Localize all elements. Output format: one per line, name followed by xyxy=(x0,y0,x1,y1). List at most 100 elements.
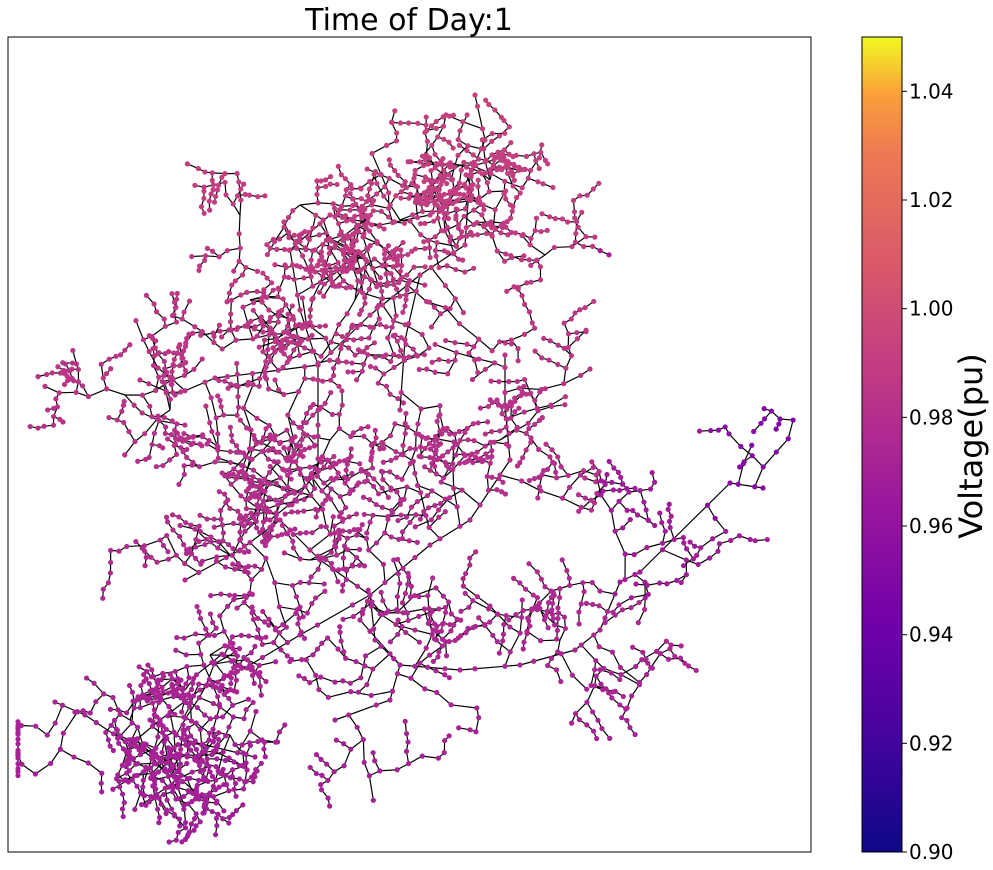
network-node xyxy=(402,590,409,597)
network-node xyxy=(404,272,410,278)
network-node xyxy=(437,403,443,409)
network-node xyxy=(354,532,360,538)
network-node xyxy=(636,679,642,686)
network-node xyxy=(349,360,355,366)
network-node xyxy=(244,767,250,773)
network-edge xyxy=(450,704,477,709)
network-node xyxy=(243,453,249,460)
network-edge xyxy=(287,414,294,439)
network-node xyxy=(576,508,582,514)
network-node xyxy=(307,764,313,771)
network-node xyxy=(403,410,409,417)
network-node xyxy=(254,415,260,421)
network-edge xyxy=(214,371,266,379)
network-edge xyxy=(362,292,383,300)
network-node xyxy=(671,536,677,542)
network-node xyxy=(347,207,353,213)
network-edge xyxy=(437,438,454,443)
network-node xyxy=(154,806,161,812)
network-node xyxy=(313,595,319,601)
network-node xyxy=(219,522,226,528)
network-node xyxy=(550,184,556,191)
network-node xyxy=(197,615,204,622)
network-node xyxy=(85,760,91,766)
network-node xyxy=(338,346,344,352)
network-node xyxy=(574,336,581,342)
network-node xyxy=(320,378,326,384)
network-node xyxy=(390,295,396,301)
network-node xyxy=(211,524,217,530)
network-node xyxy=(412,554,418,561)
network-node xyxy=(237,417,243,423)
network-edge xyxy=(390,486,408,491)
network-node xyxy=(218,404,224,410)
network-edge xyxy=(590,669,596,686)
network-edge xyxy=(201,331,215,343)
network-node xyxy=(467,562,473,568)
network-node xyxy=(460,310,466,316)
network-node xyxy=(298,489,304,496)
network-node xyxy=(276,387,282,393)
network-node xyxy=(761,416,768,422)
network-node xyxy=(790,417,796,423)
network-node xyxy=(442,666,448,672)
network-node xyxy=(307,464,313,470)
network-node xyxy=(597,588,603,594)
network-node xyxy=(436,356,442,363)
network-edge xyxy=(301,297,307,324)
network-node xyxy=(561,381,567,387)
network-node xyxy=(210,726,216,732)
network-node xyxy=(465,437,471,443)
network-node xyxy=(393,286,400,292)
network-edge xyxy=(620,665,636,676)
network-node xyxy=(386,254,392,260)
network-node xyxy=(452,340,458,346)
network-node xyxy=(272,497,279,503)
network-edge xyxy=(382,304,395,322)
network-node xyxy=(502,389,508,396)
network-node xyxy=(222,378,228,384)
network-node xyxy=(429,488,435,494)
network-node xyxy=(391,351,397,357)
network-node xyxy=(442,639,449,645)
network-node xyxy=(394,130,400,136)
network-node xyxy=(141,543,147,549)
network-edge xyxy=(728,433,742,447)
network-node xyxy=(389,219,396,226)
network-node xyxy=(272,627,279,633)
network-edge xyxy=(274,582,280,607)
network-node xyxy=(476,715,482,721)
network-node xyxy=(466,350,472,356)
network-edge xyxy=(620,666,640,683)
network-node xyxy=(337,629,343,635)
network-edge xyxy=(529,244,546,256)
network-edge xyxy=(496,641,511,653)
network-node xyxy=(234,605,240,611)
network-node xyxy=(687,539,693,545)
network-node xyxy=(588,497,594,503)
network-node xyxy=(521,253,527,259)
network-node xyxy=(357,461,363,467)
network-node xyxy=(249,370,256,377)
network-node xyxy=(307,680,313,686)
network-node xyxy=(447,305,453,312)
network-node xyxy=(393,449,399,455)
network-node xyxy=(354,324,360,331)
network-edge xyxy=(614,530,626,555)
network-node xyxy=(369,465,376,471)
network-edge xyxy=(441,481,463,491)
network-node xyxy=(286,467,292,473)
network-node xyxy=(395,631,401,638)
network-node xyxy=(331,205,338,211)
network-node xyxy=(519,614,525,621)
network-node xyxy=(476,336,482,342)
network-edge xyxy=(499,474,522,482)
network-node xyxy=(424,366,430,372)
network-node xyxy=(500,631,507,637)
network-node xyxy=(249,456,255,462)
network-edge xyxy=(60,748,75,758)
network-node xyxy=(254,333,260,339)
network-node xyxy=(370,265,376,272)
network-node xyxy=(749,442,755,448)
